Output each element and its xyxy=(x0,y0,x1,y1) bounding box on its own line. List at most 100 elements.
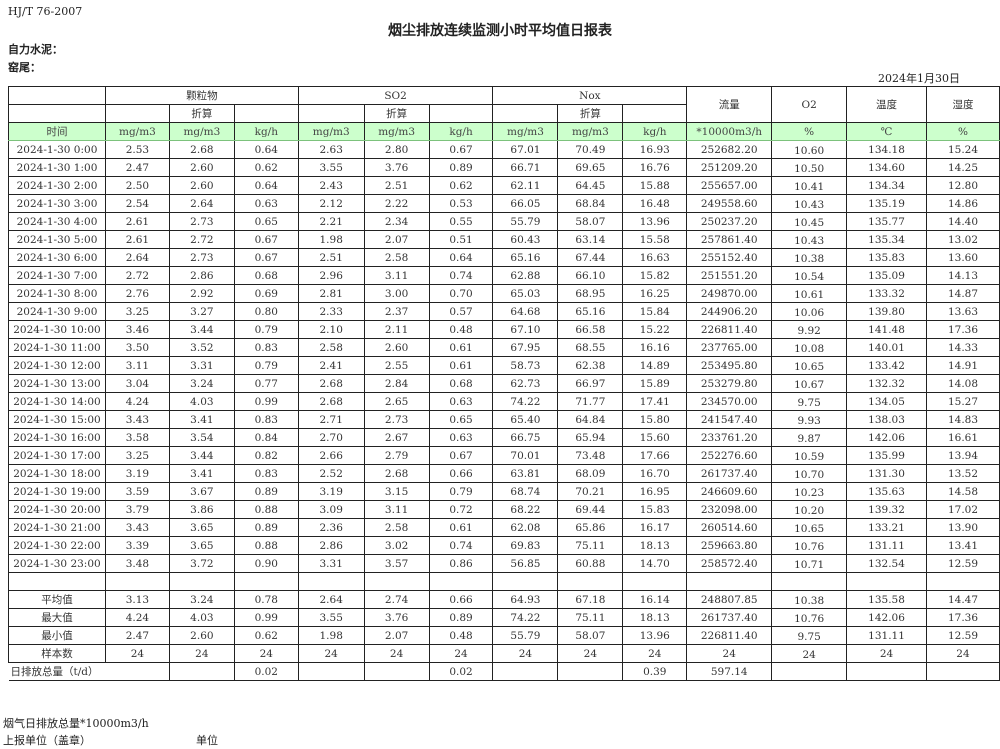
time-cell: 2024-1-30 21:00 xyxy=(8,518,106,537)
value-cell: 134.05 xyxy=(846,392,927,411)
value-cell: 2.68 xyxy=(363,464,430,483)
value-cell: 139.80 xyxy=(846,302,927,321)
value-cell: 17.41 xyxy=(622,392,688,411)
value-cell: 66.10 xyxy=(557,266,624,285)
time-cell: 2024-1-30 2:00 xyxy=(8,176,106,195)
blank-cell xyxy=(104,104,170,123)
value-cell: 133.42 xyxy=(846,356,927,375)
value-cell: 246609.60 xyxy=(686,482,773,501)
value-cell: 255152.40 xyxy=(686,248,773,267)
stat-value: 24 xyxy=(492,644,559,663)
value-cell: 2.33 xyxy=(297,302,365,321)
value-cell: 0.83 xyxy=(233,410,299,429)
value-cell: 3.52 xyxy=(168,338,235,357)
value-cell: 2.72 xyxy=(168,230,235,249)
stat-value: 24 xyxy=(771,644,848,663)
stat-value: 142.06 xyxy=(846,608,927,627)
blank-cell xyxy=(233,572,299,591)
value-cell: 13.90 xyxy=(925,518,1000,537)
blank-cell xyxy=(104,572,170,591)
stat-value: 2.64 xyxy=(297,590,365,609)
value-cell: 2.52 xyxy=(297,464,365,483)
value-cell: 3.86 xyxy=(168,500,235,519)
value-cell: 14.58 xyxy=(925,482,1000,501)
header-flow: 流量 xyxy=(686,86,773,123)
unit-cell: kg/h xyxy=(233,122,299,141)
value-cell: 2.47 xyxy=(104,158,170,177)
stat-value: 9.75 xyxy=(771,626,848,645)
value-cell: 13.52 xyxy=(925,464,1000,483)
value-cell: 0.61 xyxy=(428,518,494,537)
company-label: 自力水泥： xyxy=(8,43,63,56)
value-cell: 244906.20 xyxy=(686,302,773,321)
value-cell: 142.06 xyxy=(846,428,927,447)
value-cell: 2.64 xyxy=(168,194,235,213)
value-cell: 62.08 xyxy=(492,518,559,537)
value-cell: 1.98 xyxy=(297,230,365,249)
time-cell: 2024-1-30 4:00 xyxy=(8,212,106,231)
value-cell: 71.77 xyxy=(557,392,624,411)
value-cell: 259663.80 xyxy=(686,536,773,555)
value-cell: 3.72 xyxy=(168,554,235,573)
value-cell: 3.19 xyxy=(297,482,365,501)
value-cell: 2.36 xyxy=(297,518,365,537)
value-cell: 10.43 xyxy=(771,194,848,213)
value-cell: 15.22 xyxy=(622,320,688,339)
value-cell: 65.40 xyxy=(492,410,559,429)
table-row: 2024-1-30 5:00 2.61 2.72 0.67 1.98 2.07 0.51 60… xyxy=(8,230,1000,249)
stat-value: 24 xyxy=(297,644,365,663)
value-cell: 14.87 xyxy=(925,284,1000,303)
time-cell: 2024-1-30 10:00 xyxy=(8,320,106,339)
value-cell: 65.16 xyxy=(557,302,624,321)
value-cell: 4.03 xyxy=(168,392,235,411)
value-cell: 2.92 xyxy=(168,284,235,303)
stat-value: 16.14 xyxy=(622,590,688,609)
blank-cell xyxy=(168,572,235,591)
daily-total-value xyxy=(363,662,430,681)
value-cell: 10.71 xyxy=(771,554,848,573)
value-cell: 0.65 xyxy=(428,410,494,429)
value-cell: 3.04 xyxy=(104,374,170,393)
value-cell: 3.48 xyxy=(104,554,170,573)
value-cell: 232098.00 xyxy=(686,500,773,519)
value-cell: 250237.20 xyxy=(686,212,773,231)
value-cell: 0.74 xyxy=(428,266,494,285)
value-cell: 15.84 xyxy=(622,302,688,321)
value-cell: 0.86 xyxy=(428,554,494,573)
stat-value: 14.47 xyxy=(925,590,1000,609)
table-row: 2024-1-30 21:00 3.43 3.65 0.89 2.36 2.58 0.61 6… xyxy=(8,518,1000,537)
value-cell: 14.89 xyxy=(622,356,688,375)
value-cell: 13.60 xyxy=(925,248,1000,267)
value-cell: 2.43 xyxy=(297,176,365,195)
value-cell: 65.94 xyxy=(557,428,624,447)
value-cell: 3.59 xyxy=(104,482,170,501)
value-cell: 255657.00 xyxy=(686,176,773,195)
table-row: 2024-1-30 12:00 3.11 3.31 0.79 2.41 2.55 0.61 5… xyxy=(8,356,1000,375)
value-cell: 14.83 xyxy=(925,410,1000,429)
time-cell: 2024-1-30 18:00 xyxy=(8,464,106,483)
value-cell: 13.94 xyxy=(925,446,1000,465)
stat-value: 55.79 xyxy=(492,626,559,645)
time-cell: 2024-1-30 9:00 xyxy=(8,302,106,321)
table-row: 2024-1-30 0:00 2.53 2.68 0.64 2.63 2.80 0.67 67… xyxy=(8,140,1000,159)
stat-value: 4.24 xyxy=(104,608,170,627)
stat-value: 2.60 xyxy=(168,626,235,645)
value-cell: 14.13 xyxy=(925,266,1000,285)
value-cell: 2.60 xyxy=(363,338,430,357)
stat-value: 131.11 xyxy=(846,626,927,645)
value-cell: 251551.20 xyxy=(686,266,773,285)
value-cell: 2.21 xyxy=(297,212,365,231)
stat-value: 3.55 xyxy=(297,608,365,627)
value-cell: 15.27 xyxy=(925,392,1000,411)
value-cell: 3.44 xyxy=(168,320,235,339)
value-cell: 9.87 xyxy=(771,428,848,447)
value-cell: 132.32 xyxy=(846,374,927,393)
value-cell: 237765.00 xyxy=(686,338,773,357)
time-cell: 2024-1-30 3:00 xyxy=(8,194,106,213)
value-cell: 249558.60 xyxy=(686,194,773,213)
value-cell: 2.65 xyxy=(363,392,430,411)
value-cell: 9.75 xyxy=(771,392,848,411)
value-cell: 0.83 xyxy=(233,464,299,483)
value-cell: 15.83 xyxy=(622,500,688,519)
value-cell: 3.55 xyxy=(297,158,365,177)
